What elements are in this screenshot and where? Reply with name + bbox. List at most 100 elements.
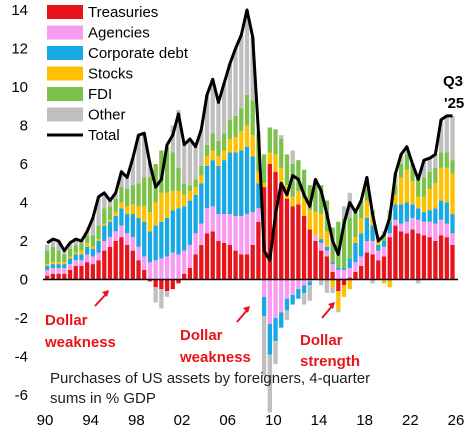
bar-segment-stocks	[398, 177, 404, 205]
bar-segment-stocks	[90, 246, 96, 249]
bar-segment-agencies	[341, 269, 347, 280]
legend-entry-total: Total	[47, 127, 120, 144]
bar-segment-corporate-debt	[227, 152, 233, 215]
bar-segment-stocks	[85, 242, 90, 247]
bar-segment-fdi	[284, 154, 290, 186]
bar-segment-corporate-debt	[387, 221, 392, 234]
bar-segment-fdi	[56, 250, 61, 263]
bar-segment-fdi	[130, 185, 135, 205]
bar-segment-agencies	[330, 264, 335, 272]
bar-segment-agencies	[142, 256, 147, 270]
bar-segment-agencies	[381, 246, 387, 257]
bar-segment-corporate-debt	[301, 285, 307, 293]
bar-segment-corporate-debt	[290, 294, 295, 305]
bar-segment-other	[102, 192, 107, 209]
bar-segment-treasuries	[119, 237, 124, 280]
bar-segment-corporate-debt	[267, 323, 272, 355]
bar-segment-treasuries	[307, 229, 312, 280]
bar-segment-treasuries	[301, 215, 307, 280]
legend-label: Other	[88, 107, 126, 124]
bar-segment-agencies	[73, 260, 78, 267]
y-tick-label: 6	[20, 156, 28, 173]
bar-segment-other	[107, 200, 113, 207]
bar-segment-agencies	[136, 246, 141, 261]
bar-segment-fdi	[85, 235, 90, 243]
bar-segment-other	[227, 63, 233, 120]
bar-segment-agencies	[193, 233, 198, 255]
bar-segment-treasuries	[387, 237, 392, 280]
bar-segment-fdi	[398, 164, 404, 178]
bar-segment-treasuries	[113, 241, 118, 280]
bar-segment-agencies	[433, 223, 438, 241]
bar-segment-treasuries	[330, 271, 335, 280]
bar-segment-fdi	[353, 212, 358, 238]
bar-segment-fdi	[250, 100, 255, 136]
bar-segment-stocks	[73, 252, 78, 255]
annotation-dollar-weakness-1-line1: Dollar	[45, 312, 88, 329]
bar-segment-agencies	[450, 233, 455, 245]
annotation-dollar-strength-line2: strength	[300, 353, 360, 370]
bar-segment-other	[130, 158, 135, 186]
bar-segment-agencies	[239, 215, 244, 255]
bar-segment-other	[176, 110, 181, 168]
bar-segment-agencies	[307, 279, 312, 282]
bar-segment-fdi	[296, 160, 301, 191]
bar-segment-treasuries	[381, 256, 387, 280]
bar-segment-corporate-debt	[187, 200, 193, 245]
bar-segment-fdi	[393, 185, 398, 195]
bar-segment-fdi	[113, 198, 118, 213]
x-tick-label: 18	[356, 412, 373, 429]
bar-segment-fdi	[330, 227, 335, 263]
y-tick-label: -2	[15, 310, 28, 327]
x-tick-label: 14	[311, 412, 328, 429]
bar-segment-treasuries	[324, 256, 330, 280]
bar-segment-agencies	[244, 214, 250, 255]
bar-segment-other	[330, 287, 335, 293]
bar-segment-corporate-debt	[85, 246, 90, 255]
bar-segment-stocks	[79, 250, 84, 255]
bar-segment-stocks	[62, 262, 67, 265]
bar-segment-treasuries	[176, 279, 181, 284]
bar-segment-treasuries	[290, 206, 295, 280]
bar-segment-fdi	[222, 133, 227, 151]
bar-segment-stocks	[222, 150, 227, 161]
bar-segment-stocks	[319, 214, 324, 240]
bar-segment-corporate-debt	[182, 206, 187, 251]
x-tick-label: 98	[128, 412, 145, 429]
bar-segment-stocks	[107, 219, 113, 222]
bar-segment-corporate-debt	[444, 202, 449, 224]
bar-segment-treasuries	[444, 237, 449, 280]
bar-segment-other	[290, 150, 295, 164]
bar-segment-corporate-debt	[347, 258, 352, 268]
bar-segment-treasuries	[85, 262, 90, 280]
legend-entry-fdi: FDI	[47, 86, 112, 103]
bar-segment-corporate-debt	[239, 150, 244, 216]
bar-segment-other	[279, 135, 284, 139]
bar-segment-corporate-debt	[438, 200, 444, 220]
bar-segment-corporate-debt	[273, 318, 278, 342]
annotation-dollar-weakness-1-line2: weakness	[44, 334, 116, 351]
bar-segment-stocks	[261, 183, 267, 188]
bar-segment-other	[204, 94, 210, 145]
bar-segment-corporate-debt	[279, 312, 284, 328]
bar-segment-agencies	[124, 233, 130, 245]
bar-segment-stocks	[433, 183, 438, 209]
bar-segment-agencies	[250, 212, 255, 245]
bar-segment-agencies	[279, 279, 284, 313]
bar-segment-agencies	[273, 279, 278, 318]
bar-segment-stocks	[187, 190, 193, 201]
bar-segment-corporate-debt	[364, 217, 370, 241]
bar-segment-stocks	[267, 152, 272, 164]
bar-segment-stocks	[410, 181, 415, 205]
legend-swatch	[47, 25, 83, 40]
bar-segment-other	[341, 206, 347, 218]
bar-segment-agencies	[370, 241, 375, 255]
legend-label: Stocks	[88, 66, 133, 83]
bar-segment-corporate-debt	[256, 183, 261, 209]
bar-segment-fdi	[336, 221, 341, 268]
bar-segment-other	[67, 242, 73, 249]
bar-segment-fdi	[267, 127, 272, 153]
legend-swatch	[47, 107, 83, 122]
bar-segment-treasuries	[227, 244, 233, 280]
bar-segment-stocks	[421, 196, 427, 213]
